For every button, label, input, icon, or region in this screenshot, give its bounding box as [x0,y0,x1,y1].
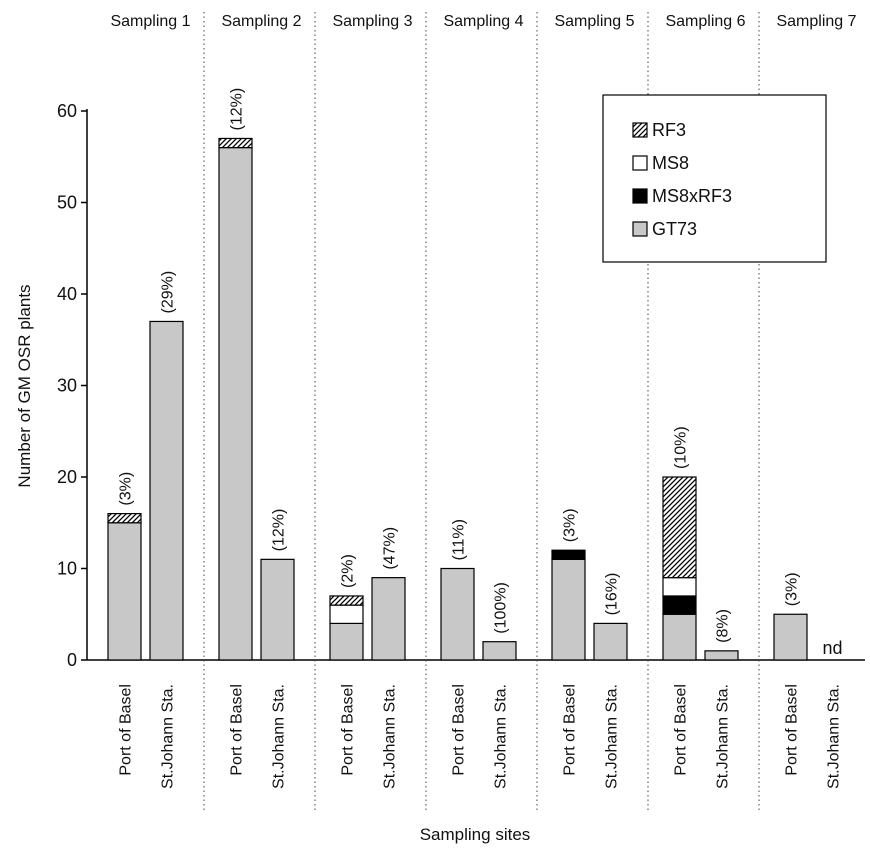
bar-segment-rf3 [662,476,697,579]
category-label: Port of Basel [340,684,357,776]
category-label: Port of Basel [562,684,579,776]
bar-label: (11%) [451,519,468,561]
bar-label: (8%) [715,609,732,643]
bar-label: (47%) [382,527,399,570]
bar-label: (29%) [160,271,177,314]
y-tick-label: 30 [57,376,77,396]
y-tick-label: 40 [57,284,77,304]
category-label: St.Johann Sta. [271,684,288,789]
legend-label: GT73 [652,219,697,239]
bar-segment-gt73 [260,558,295,661]
legend-label: RF3 [652,120,686,140]
bar-label: (3%) [562,508,579,542]
y-tick-label: 20 [57,467,77,487]
bar-segment-gt73 [149,320,184,661]
bars [107,137,808,661]
group-label: Sampling 5 [554,13,634,30]
bar-segment-rf3 [107,512,142,524]
legend-swatch [632,188,648,204]
y-tick-label: 10 [57,559,77,579]
bar-segment-ms8 [662,577,697,597]
bar-label: (12%) [229,88,246,131]
bar-segment-gt73 [593,622,628,661]
category-labels: Port of Basel St.Johann Sta. Port of Basel… [118,684,843,789]
legend-label: MS8 [652,153,689,173]
y-tick-label: 60 [57,101,77,121]
bar-segment-gt73 [773,613,808,661]
group-label: Sampling 1 [110,13,190,30]
bar-label: (3%) [784,572,801,606]
category-label: Port of Basel [451,684,468,776]
bar-segment-ms8xrf3 [662,595,697,615]
bar-labels: (3%) (29%) (12%) (12%) (2%) (47%) (11%) (100%) (… [118,88,843,658]
legend: RF3 MS8 MS8xRF3 GT73 [602,94,827,263]
x-axis-title: Sampling sites [420,825,531,844]
bar-segment-gt73 [329,622,364,661]
bar-segment-gt73 [107,522,142,661]
bar-label: (2%) [340,554,357,588]
legend-swatch [632,155,648,171]
category-label: Port of Basel [118,684,135,776]
axes: 0 10 20 30 40 50 60 [57,101,865,670]
bar-label: (10%) [673,426,690,469]
group-label: Sampling 6 [665,13,745,30]
category-label: Port of Basel [784,684,801,776]
bar-segment-gt73 [371,577,406,661]
bar-segment-gt73 [440,567,475,661]
category-label: St.Johann Sta. [826,684,843,789]
bar-label: nd [822,638,842,658]
category-label: St.Johann Sta. [160,684,177,789]
group-labels: Sampling 1 Sampling 2 Sampling 3 Sampling 4… [110,13,856,30]
bar-segment-gt73 [662,613,697,661]
bar-segment-rf3 [329,595,364,606]
bar-segment-gt73 [218,147,253,661]
y-axis-title: Number of GM OSR plants [15,284,34,487]
y-tick-label: 50 [57,193,77,213]
category-label: St.Johann Sta. [715,684,732,789]
category-label: Port of Basel [673,684,690,776]
legend-swatch [632,221,648,237]
bar-label: (100%) [493,582,510,634]
bar-label: (12%) [271,509,288,552]
bar-label: (16%) [604,573,621,616]
legend-swatch [632,122,648,138]
bar-segment-gt73 [704,650,739,661]
group-label: Sampling 7 [776,13,856,30]
category-label: St.Johann Sta. [493,684,510,789]
bar-segment-gt73 [551,558,586,661]
group-label: Sampling 4 [443,13,523,30]
legend-label: MS8xRF3 [652,186,732,206]
y-tick-label: 0 [67,650,77,670]
bar-segment-rf3 [218,137,253,149]
bar-segment-ms8xrf3 [551,549,586,560]
category-label: St.Johann Sta. [604,684,621,789]
category-label: Port of Basel [229,684,246,776]
bar-segment-ms8 [329,604,364,624]
category-label: St.Johann Sta. [382,684,399,789]
bar-segment-gt73 [482,641,517,661]
legend-box [602,94,827,263]
group-label: Sampling 2 [221,13,301,30]
group-label: Sampling 3 [332,13,412,30]
bar-label: (3%) [118,472,135,506]
